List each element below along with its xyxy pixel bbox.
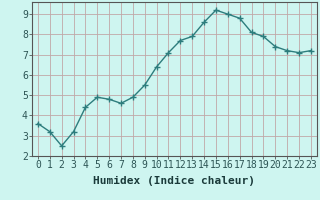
- X-axis label: Humidex (Indice chaleur): Humidex (Indice chaleur): [93, 176, 255, 186]
